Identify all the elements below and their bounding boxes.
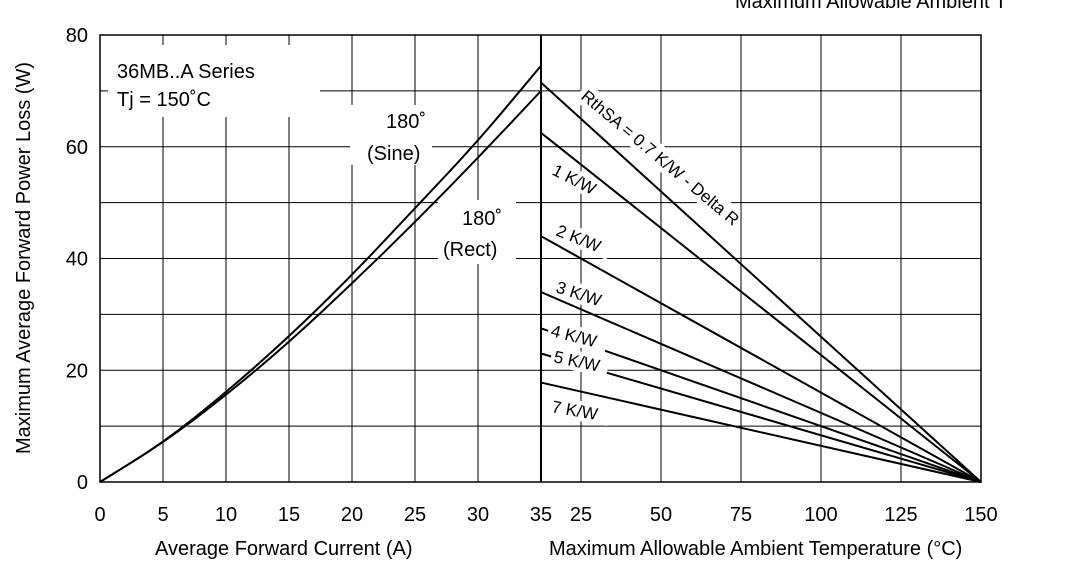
tj-label: Tj = 150˚C — [117, 89, 211, 111]
x-tick-label-left: 5 — [157, 504, 168, 526]
x-tick-label-left: 0 — [94, 504, 105, 526]
rect-label-angle: 180˚ — [462, 208, 502, 230]
rthsa-line-4 — [540, 327, 982, 483]
svg-text:1 K/W: 1 K/W — [549, 161, 599, 199]
x-axis-label-right: Maximum Allowable Ambient Temperature (°… — [549, 538, 962, 560]
tick-labels: 0 20 40 60 80 0 5 10 15 20 25 30 35 25 50 75 100 125 150 — [66, 25, 998, 526]
rthsa-line-0 — [540, 81, 982, 483]
x-tick-label-right: 25 — [570, 504, 592, 526]
sine-label-bg — [350, 105, 432, 165]
label-7kw: 7 K/W — [547, 395, 610, 426]
label-2kw: 2 K/W — [550, 219, 614, 261]
svg-text:RthSA = 0.7 K/W - Delta R: RthSA = 0.7 K/W - Delta R — [577, 87, 742, 230]
x-tick-label-left: 10 — [215, 504, 237, 526]
x-tick-label-left: 15 — [278, 504, 300, 526]
x-tick-label-left: 35 — [530, 504, 552, 526]
info-box — [108, 45, 320, 117]
y-axis-label: Maximum Average Forward Power Loss (W) — [13, 62, 35, 454]
x-tick-label-left: 30 — [467, 504, 489, 526]
series-name-label: 36MB..A Series — [117, 61, 255, 83]
rect-label-type: (Rect) — [443, 239, 497, 261]
x-tick-label-left: 25 — [404, 504, 426, 526]
x-tick-label-right: 75 — [730, 504, 752, 526]
rthsa-line-6 — [540, 381, 982, 483]
svg-text:5 K/W: 5 K/W — [552, 347, 601, 375]
sine-curve — [99, 65, 542, 483]
svg-text:3 K/W: 3 K/W — [554, 278, 604, 310]
x-tick-label-right: 100 — [804, 504, 837, 526]
x-tick-label-right: 150 — [964, 504, 997, 526]
series-lines — [99, 65, 982, 483]
y-tick-label: 20 — [66, 360, 88, 382]
svg-text:2 K/W: 2 K/W — [554, 221, 604, 256]
x-tick-label-left: 20 — [341, 504, 363, 526]
label-3kw: 3 K/W — [550, 275, 615, 314]
rthsa-line-1 — [540, 131, 982, 483]
x-tick-label-right: 50 — [650, 504, 672, 526]
rect-label-bg — [438, 200, 516, 264]
label-1kw: 1 K/W — [546, 158, 602, 200]
sine-label-angle: 180˚ — [386, 111, 426, 133]
svg-text:7 K/W: 7 K/W — [550, 397, 599, 424]
cut-off-title: Maximum Allowable Ambient T — [735, 0, 1007, 13]
x-axis-label-left: Average Forward Current (A) — [155, 538, 413, 560]
y-tick-label: 60 — [66, 137, 88, 159]
x-tick-label-right: 125 — [884, 504, 917, 526]
rthsa-line-2 — [540, 235, 982, 483]
rthsa-line-3 — [540, 291, 982, 483]
rthsa-line-5 — [540, 352, 982, 483]
rect-curve — [99, 90, 542, 483]
sine-label-type: (Sine) — [367, 143, 420, 165]
rthsa-label: RthSA = 0.7 K/W - Delta R — [573, 82, 743, 230]
y-tick-label: 40 — [66, 249, 88, 271]
y-tick-label: 0 — [77, 472, 88, 494]
y-tick-label: 80 — [66, 25, 88, 47]
